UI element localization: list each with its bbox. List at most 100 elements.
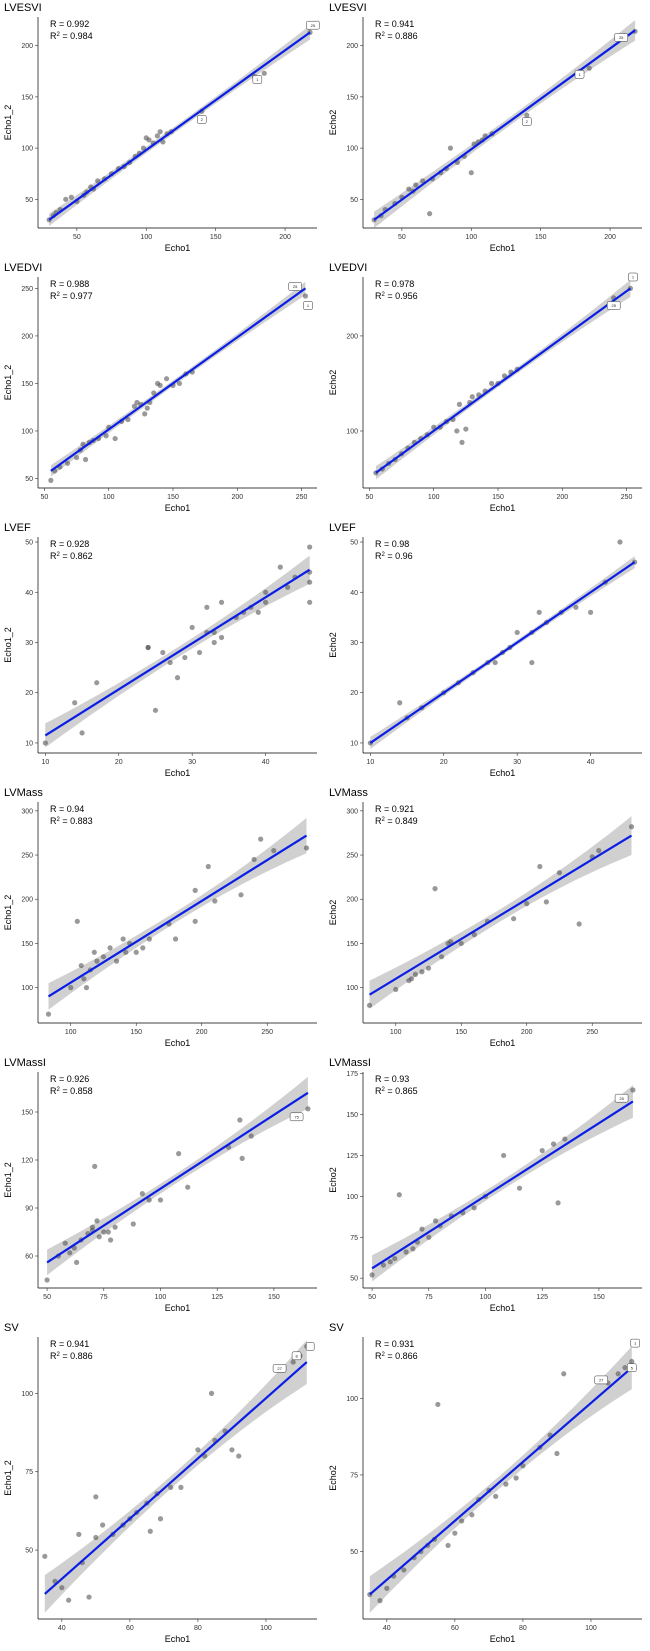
data-point: [101, 1229, 107, 1235]
point-label-box: [291, 1351, 302, 1361]
data-point: [140, 945, 146, 951]
point-label-box: [628, 272, 638, 282]
data-point: [397, 700, 403, 706]
data-point: [456, 401, 463, 407]
scatter-panel: SV 40 60 80 100 50 75 100 Echo1 Echo2 1 27 5 R = 0.93…: [325, 1320, 650, 1651]
x-tick-label: 20: [115, 759, 123, 766]
r2-stat: R2 = 0.984: [50, 31, 93, 41]
data-point: [562, 1136, 568, 1142]
point-label-text: 1: [632, 275, 635, 280]
data-point: [263, 589, 269, 595]
data-point: [130, 1221, 136, 1227]
y-tick-label: 10: [350, 740, 358, 747]
x-tick-label: 100: [390, 1029, 402, 1036]
y-tick-label: 200: [346, 897, 358, 904]
y-axis-label: Echo1_2: [3, 365, 13, 401]
point-label-text: 1: [634, 1341, 637, 1346]
data-point: [511, 916, 517, 922]
point-label-box: [574, 70, 585, 79]
y-tick-label: 50: [350, 197, 358, 204]
y-axis-label: Echo1_2: [3, 627, 13, 663]
data-point: [432, 1218, 439, 1224]
x-tick-label: 200: [521, 1029, 533, 1036]
data-point: [493, 1493, 499, 1499]
data-point: [168, 1484, 174, 1490]
regression-line: [44, 1361, 308, 1595]
x-tick-label: 150: [535, 234, 547, 241]
data-point: [258, 836, 264, 842]
regression-line: [48, 31, 311, 221]
point-label-box: [522, 117, 532, 126]
data-point: [73, 1259, 80, 1265]
x-tick-label: 10: [366, 759, 374, 766]
data-point: [393, 986, 399, 993]
regression-line: [375, 287, 632, 474]
data-point: [73, 454, 80, 461]
scatter-panel: LVEF 10 20 30 40 10 20 30 40 50 Echo1 Echo1_2 R = 0.…: [0, 520, 325, 785]
data-point: [469, 394, 475, 400]
panel-title: LVESVI: [4, 2, 42, 14]
x-tick-label: 250: [586, 1029, 598, 1036]
data-point: [420, 178, 426, 184]
data-point: [596, 848, 602, 854]
data-point: [369, 1272, 375, 1278]
panel-title: LVMass: [4, 787, 43, 799]
data-point: [492, 659, 498, 666]
panel-title: LVEDVI: [329, 262, 367, 274]
y-tick-label: 75: [25, 1469, 33, 1476]
data-point: [172, 936, 179, 942]
x-tick-label: 100: [260, 1625, 272, 1632]
x-tick-label: 50: [368, 1294, 376, 1301]
y-tick-label: 50: [350, 540, 358, 547]
scatter-panel: LVESVI 50 100 150 200 50 100 150 200 Echo1 Echo1_2…: [0, 0, 325, 260]
data-point: [66, 1597, 72, 1603]
data-point: [146, 936, 152, 942]
x-tick-label: 100: [465, 234, 477, 241]
data-point: [419, 1226, 425, 1232]
scatter-svg: LVMass 100 150 200 250 100 150 200 250 300 Echo1 Ec…: [3, 787, 317, 1048]
point-label-text: 25: [619, 35, 624, 40]
data-point: [218, 599, 225, 605]
r-stat: R = 0.93: [375, 1074, 409, 1084]
scatter-panel: LVMassI 50 75 100 125 150 50 75 100 125 150 175 Echo…: [325, 1055, 650, 1320]
data-point: [64, 460, 71, 466]
y-tick-label: 100: [346, 1396, 358, 1403]
x-tick-label: 60: [451, 1625, 459, 1632]
y-axis-label: Echo2: [328, 110, 338, 136]
data-point: [192, 918, 198, 924]
data-point: [290, 1359, 296, 1365]
r2-stat: R2 = 0.858: [50, 1086, 93, 1096]
data-point: [307, 579, 313, 585]
data-point: [185, 1184, 191, 1190]
x-axis-label: Echo1: [490, 243, 516, 253]
regression-line: [373, 29, 636, 221]
scatter-panel: SV 40 60 80 100 50 75 100 Echo1 Echo1_2 27 8 R = 0.9…: [0, 1320, 325, 1651]
y-tick-label: 60: [25, 1254, 33, 1261]
data-point: [192, 887, 198, 893]
r2-stat: R2 = 0.886: [50, 1351, 93, 1361]
data-point: [131, 403, 138, 409]
y-tick-label: 150: [346, 1112, 358, 1119]
data-point: [157, 1197, 164, 1203]
x-tick-label: 40: [383, 1625, 391, 1632]
scatter-svg: SV 40 60 80 100 50 75 100 Echo1 Echo2 1 27 5 R = 0.93…: [328, 1322, 642, 1644]
data-point: [573, 604, 579, 610]
x-tick-label: 125: [211, 1294, 223, 1301]
data-point: [305, 1106, 311, 1112]
point-label-box: [252, 75, 263, 84]
x-tick-label: 150: [455, 1029, 467, 1036]
panel-title: SV: [329, 1322, 344, 1334]
data-point: [263, 599, 269, 605]
y-tick-label: 50: [25, 1548, 33, 1555]
data-point: [76, 1531, 82, 1537]
data-point: [229, 1447, 235, 1453]
y-tick-label: 50: [25, 476, 33, 483]
x-tick-label: 30: [188, 759, 196, 766]
data-point: [503, 1481, 509, 1487]
data-point: [147, 1528, 153, 1534]
data-point: [501, 1152, 507, 1159]
data-point: [366, 1002, 373, 1008]
data-point: [91, 949, 97, 955]
data-point: [83, 985, 90, 991]
y-tick-label: 300: [21, 808, 33, 815]
